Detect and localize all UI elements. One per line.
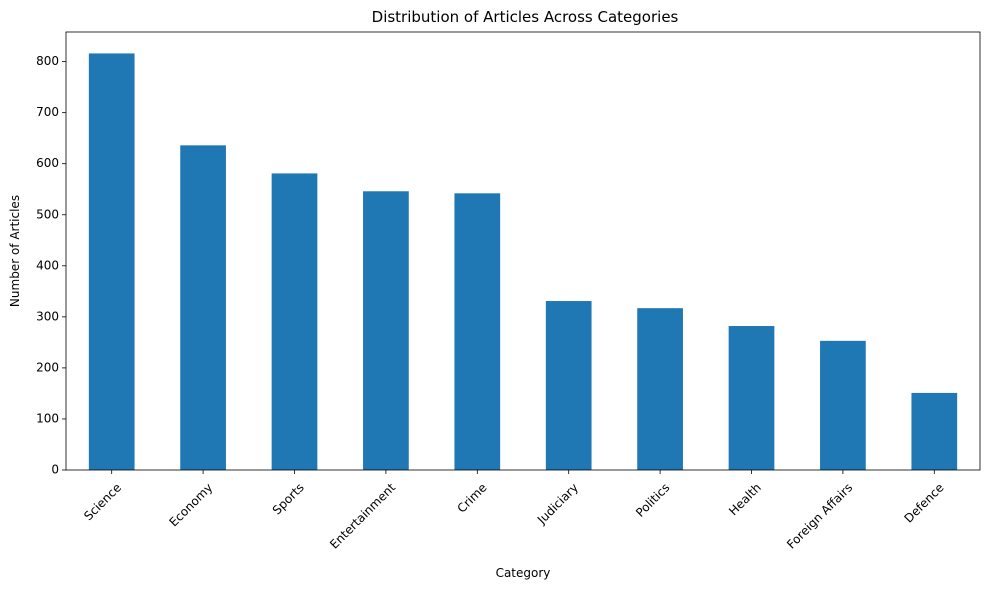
x-axis-label: Category xyxy=(496,566,551,580)
x-tick-label: Judiciary xyxy=(534,480,581,527)
y-axis-label: Number of Articles xyxy=(8,195,22,307)
y-tick-label: 400 xyxy=(36,258,59,272)
bar-economy xyxy=(180,145,226,470)
bar-foreign-affairs xyxy=(820,341,866,470)
y-tick-label: 200 xyxy=(36,360,59,374)
x-tick-label: Science xyxy=(81,480,124,523)
x-tick-label: Entertainment xyxy=(327,480,398,551)
y-tick-label: 600 xyxy=(36,156,59,170)
y-axis: 0 100 200 300 400 500 600 700 800 xyxy=(36,54,66,476)
y-tick-label: 800 xyxy=(36,54,59,68)
bar-science xyxy=(89,53,135,470)
x-tick-label: Crime xyxy=(454,480,489,515)
y-tick-label: 700 xyxy=(36,105,59,119)
bar-crime xyxy=(454,193,500,470)
x-tick-label: Health xyxy=(726,480,764,518)
y-tick-label: 100 xyxy=(36,411,59,425)
bar-health xyxy=(729,326,775,470)
x-tick-label: Foreign Affairs xyxy=(784,480,855,551)
y-tick-label: 300 xyxy=(36,309,59,323)
x-axis: Science Economy Sports Entertainment Crime Ju… xyxy=(81,470,946,552)
y-tick-label: 500 xyxy=(36,207,59,221)
x-tick-label: Economy xyxy=(166,480,215,529)
x-tick-label: Politics xyxy=(633,480,672,519)
x-tick-label: Defence xyxy=(902,480,947,525)
bar-defence xyxy=(911,393,957,470)
chart-title: Distribution of Articles Across Categori… xyxy=(372,8,679,26)
bar-politics xyxy=(637,308,683,470)
x-tick-label: Sports xyxy=(270,480,307,517)
bar-sports xyxy=(272,173,318,470)
bars-group xyxy=(89,53,957,470)
bar-judiciary xyxy=(546,301,592,470)
y-tick-label: 0 xyxy=(51,463,59,477)
bar-entertainment xyxy=(363,191,409,470)
